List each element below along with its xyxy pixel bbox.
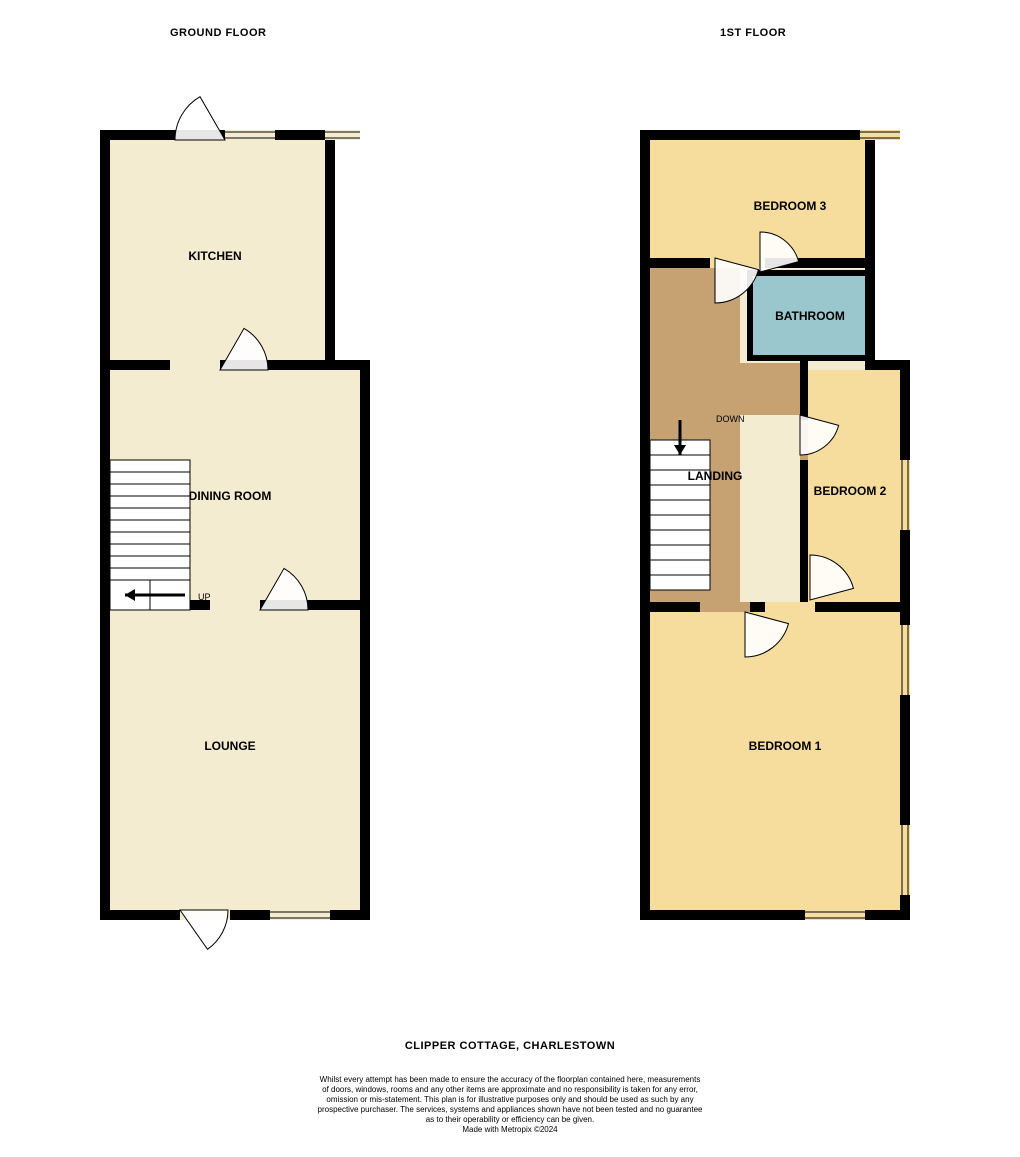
floorplan-svg: UP KITCHEN DINING ROOM LOUNGE DOWN BEDROOM 3 B… bbox=[0, 0, 1020, 1157]
svg-text:KITCHEN: KITCHEN bbox=[188, 249, 241, 263]
svg-text:BEDROOM 3: BEDROOM 3 bbox=[754, 199, 827, 213]
svg-text:DOWN: DOWN bbox=[716, 414, 745, 424]
svg-text:BATHROOM: BATHROOM bbox=[775, 309, 845, 323]
first-floor: DOWN BEDROOM 3 BATHROOM LANDING BEDROOM 2 BED… bbox=[640, 130, 910, 920]
svg-text:LOUNGE: LOUNGE bbox=[204, 739, 255, 753]
svg-text:DINING ROOM: DINING ROOM bbox=[189, 489, 272, 503]
floorplan-page: GROUND FLOOR 1ST FLOOR UP KITCHEN DINING R… bbox=[0, 0, 1020, 1157]
svg-text:BEDROOM 1: BEDROOM 1 bbox=[749, 739, 822, 753]
ground-floor-title: GROUND FLOOR bbox=[170, 27, 266, 39]
property-title: CLIPPER COTTAGE, CHARLESTOWN bbox=[0, 1040, 1020, 1052]
svg-text:BEDROOM 2: BEDROOM 2 bbox=[814, 484, 887, 498]
ground-floor: UP KITCHEN DINING ROOM LOUNGE bbox=[100, 97, 370, 950]
first-floor-title: 1ST FLOOR bbox=[720, 27, 786, 39]
svg-text:LANDING: LANDING bbox=[688, 469, 743, 483]
disclaimer-text: Whilst every attempt has been made to en… bbox=[240, 1075, 780, 1135]
svg-text:UP: UP bbox=[198, 592, 211, 602]
